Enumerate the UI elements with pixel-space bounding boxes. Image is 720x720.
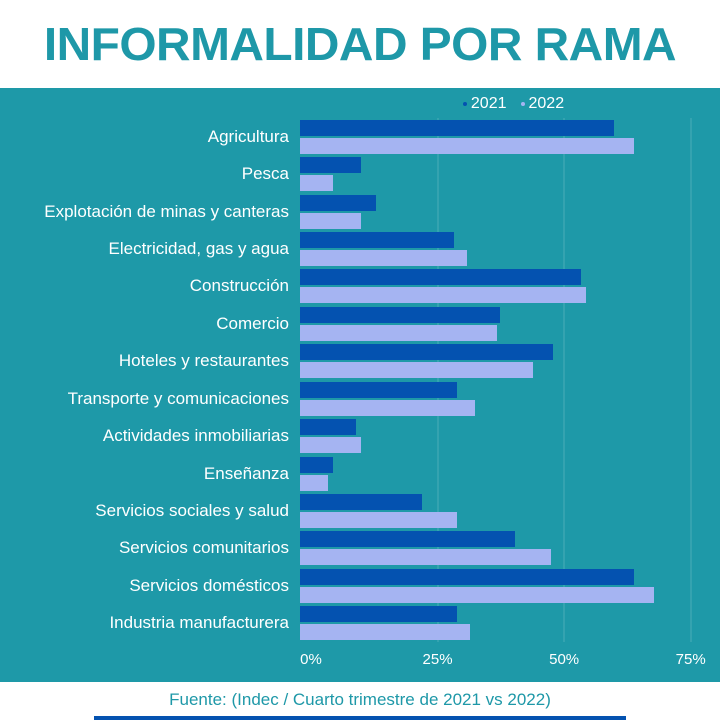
category-label: Electricidad, gas y agua [108,238,290,258]
bar-2022 [300,549,551,566]
category-label: Actividades inmobiliarias [102,426,289,446]
chart-row: Hoteles y restaurantes [0,343,720,380]
category-label: Industria manufacturera [109,613,289,633]
bar-2022 [300,287,587,304]
bar-group [300,306,705,341]
bar-2021 [300,231,455,248]
bar-2022 [300,437,361,454]
category-label: Enseñanza [203,463,289,483]
bar-group [300,456,705,491]
gridline-25 [436,118,439,642]
legend-dot-2021-icon [462,102,467,106]
x-axis-tick-75: 75% [675,651,706,668]
bar-2021 [300,419,356,436]
bar-2022 [300,212,361,229]
chart-row: Electricidad, gas y agua [0,230,720,267]
bar-group [300,568,705,603]
chart-row: Agricultura [0,118,720,155]
category-label: Hoteles y restaurantes [118,351,289,371]
bar-2022 [300,249,468,266]
bar-group [300,194,705,229]
bar-2021 [300,157,361,174]
legend-item-2021: 2021 [462,95,507,113]
bar-2022 [300,324,498,341]
bar-2022 [300,362,533,379]
bar-2021 [300,119,614,136]
legend-label-2021: 2021 [470,95,507,112]
chart-row: Servicios domésticos [0,567,720,604]
bar-2021 [300,456,333,473]
chart-row: Explotación de minas y canteras [0,193,720,230]
bar-2021 [300,568,635,585]
bar-2021 [300,381,457,398]
gridline-75 [689,118,692,642]
gridline-50 [563,118,566,642]
chart-row: Industria manufacturera [0,604,720,641]
bar-2022 [300,175,333,192]
chart-row: Pesca [0,155,720,192]
bar-group [300,381,705,416]
bottom-accent-bar [94,716,626,720]
chart-row: Enseñanza [0,455,720,492]
bar-group [300,531,705,566]
source-note: Fuente: (Indec / Cuarto trimestre de 202… [169,690,551,709]
bar-2022 [300,399,475,416]
bar-2021 [300,194,376,211]
category-label: Comercio [216,313,289,333]
header: INFORMALIDAD POR RAMA [0,0,720,88]
chart-row: Comercio [0,305,720,342]
bar-2021 [300,344,554,361]
bar-group [300,606,705,641]
footer: Fuente: (Indec / Cuarto trimestre de 202… [0,682,720,720]
category-label: Construcción [189,276,289,296]
legend-dot-2022-icon [520,102,525,106]
category-label: Agricultura [207,126,289,146]
chart-panel: 2021 2022 0% 25% 50% 75% Agricultura Pesca Ex… [0,88,720,682]
bar-2021 [300,531,516,548]
category-label: Servicios domésticos [129,575,289,595]
bar-2022 [300,137,635,154]
bar-group [300,419,705,454]
bar-2022 [300,511,457,528]
page-title: INFORMALIDAD POR RAMA [43,18,677,70]
bar-2021 [300,306,500,323]
category-label: Transporte y comunicaciones [67,388,289,408]
chart-row: Actividades inmobiliarias [0,417,720,454]
category-label: Explotación de minas y canteras [44,201,289,221]
bar-2022 [300,474,328,491]
bar-2022 [300,586,655,603]
legend-label-2022: 2022 [528,95,565,112]
bar-2021 [300,269,581,286]
bar-group [300,493,705,528]
x-axis-tick-50: 50% [549,651,580,668]
category-label: Servicios comunitarios [118,538,289,558]
bar-2021 [300,493,422,510]
x-axis-tick-0: 0% [300,651,322,668]
chart-row: Servicios sociales y salud [0,492,720,529]
category-label: Pesca [241,164,289,184]
chart-row: Servicios comunitarios [0,530,720,567]
chart-row: Transporte y comunicaciones [0,380,720,417]
category-label: Servicios sociales y salud [95,500,289,520]
chart-legend: 2021 2022 [311,95,716,113]
bar-group [300,119,705,154]
bar-2021 [300,606,457,623]
bar-2022 [300,624,470,641]
legend-item-2022: 2022 [520,95,565,113]
bar-group [300,231,705,266]
bar-group [300,344,705,379]
bar-group [300,157,705,192]
x-axis-tick-25: 25% [422,651,453,668]
plot-area: 0% 25% 50% 75% [300,118,716,668]
chart-row: Construcción [0,268,720,305]
bar-group [300,269,705,304]
bar-rows: Agricultura Pesca Explotación de minas y c… [0,118,720,642]
